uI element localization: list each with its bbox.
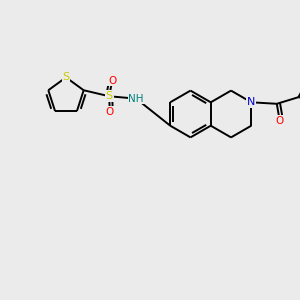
Text: S: S <box>106 91 113 101</box>
Text: O: O <box>106 107 114 117</box>
Text: S: S <box>62 72 70 82</box>
Text: NH: NH <box>128 94 144 104</box>
Text: O: O <box>108 76 116 86</box>
Text: N: N <box>247 97 256 107</box>
Text: O: O <box>276 116 284 126</box>
